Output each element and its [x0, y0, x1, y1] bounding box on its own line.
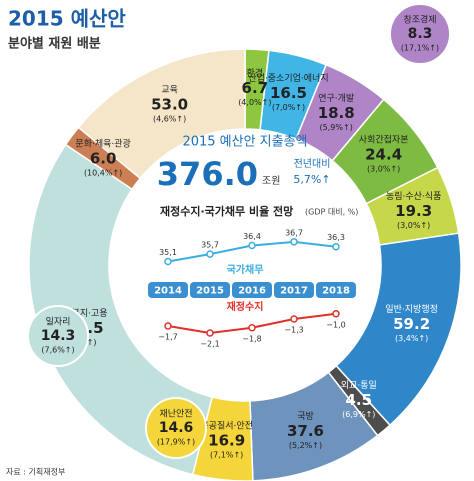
series-point: [206, 329, 214, 337]
series-point: [164, 322, 172, 330]
title: 2015 예산안: [8, 7, 126, 31]
series-point: [206, 250, 214, 258]
series-point: [164, 257, 172, 266]
segment-growth: (3,0%↑): [397, 221, 430, 230]
callout-growth: (7,6%↑): [41, 346, 74, 355]
data-label: −1,0: [326, 320, 345, 329]
segment-growth: (6,9%↑): [342, 410, 375, 419]
callout-growth: (17,1%↑): [401, 44, 439, 53]
data-label: 36,3: [327, 233, 345, 242]
callout-circle: [145, 397, 207, 459]
segment-growth: (7,0%↑): [272, 103, 305, 112]
callout-value: 8.3: [408, 26, 433, 42]
series-point: [290, 315, 298, 323]
source: 자료 : 기획재정부: [6, 467, 65, 477]
segment-value: 18.8: [318, 104, 355, 122]
center-unit: 조원: [262, 175, 280, 187]
data-label: −1,3: [284, 326, 303, 335]
segment-name: 공공질서·안전: [200, 420, 253, 432]
segment-value: 53.0: [151, 95, 188, 113]
segment-growth: (7,1%↑): [210, 451, 243, 460]
callout-growth: (17,9%↑): [157, 438, 195, 447]
segment-value: 4.5: [345, 391, 372, 409]
inner-title: 재정수지·국가채무 비율 전망: [160, 204, 293, 218]
segment-growth: (4,0%↑): [238, 98, 271, 107]
center-title: 2015 예산안 지출총액: [182, 135, 307, 150]
inner-chart: 재정수지·국가채무 비율 전망 (GDP 대비, %) 2014 2015 2016 20…: [148, 204, 358, 349]
segment-name: 농림·수산·식품: [386, 190, 441, 202]
data-label: −1,8: [242, 334, 261, 343]
segment-value: 59.2: [393, 315, 430, 333]
data-label: 35,1: [159, 248, 177, 257]
x-tick-label: 2015: [196, 286, 224, 297]
change-label: 5,7%↑: [293, 173, 330, 186]
inner-disc: [109, 129, 381, 401]
center-value: 376.0: [157, 155, 258, 193]
segment-name: 산업·중소기업·에너지: [248, 73, 328, 84]
year-band: [190, 282, 230, 298]
x-tick-label: 2018: [322, 286, 350, 297]
callout-circle: [389, 3, 451, 65]
data-label: 35,7: [201, 241, 219, 250]
callout-name: 일자리: [46, 317, 71, 328]
segment-growth: (3,0%↑): [367, 164, 400, 173]
segment-name: 보건·복지·고용: [52, 308, 107, 319]
x-tick-label: 2014: [154, 286, 182, 297]
segment-name: 문화·체육·관광: [75, 138, 130, 150]
segment-growth: (5,9%↑): [320, 123, 353, 132]
segment-growth: (5,2%↑): [289, 441, 322, 450]
segment-value: 19.3: [395, 202, 432, 220]
change-title: 전년대비: [294, 158, 331, 170]
year-band: [316, 282, 356, 298]
segment-name: 연구·개발: [318, 93, 354, 104]
segment-value: 6.0: [90, 150, 117, 168]
segment-value: 37.6: [287, 422, 324, 440]
series-point: [290, 238, 298, 246]
year-band: [274, 282, 314, 298]
series-point: [248, 241, 256, 250]
inner-note: (GDP 대비, %): [305, 208, 358, 217]
legend-label: 재정수지: [227, 300, 264, 313]
segment-value: 16.5: [270, 84, 307, 102]
callout-name: 창조경제: [403, 14, 436, 26]
series-point: [332, 242, 340, 251]
callout-value: 14.3: [41, 328, 76, 344]
segment-value: 6.7: [242, 79, 269, 97]
series-point: [248, 324, 256, 332]
segment-growth: (10,4%↑): [84, 169, 122, 178]
segment-name: 환경: [247, 67, 264, 79]
segment-growth: (3,4%↑): [395, 334, 428, 343]
callout-name: 재난안전: [159, 409, 192, 420]
segment-value: 16.9: [208, 432, 245, 450]
subtitle: 분야별 재원 배분: [8, 36, 101, 52]
data-label: −2,1: [200, 340, 219, 349]
series-point: [332, 310, 340, 318]
data-label: 36,7: [285, 228, 303, 237]
x-tick-label: 2017: [280, 286, 308, 297]
segment-labels: 환경6.7(4,0%↑)산업·중소기업·에너지16.5(7,0%↑)연구·개발1…: [52, 67, 441, 460]
segment-name: 사회간접자본: [359, 133, 409, 145]
x-tick-label: 2016: [238, 286, 266, 297]
segment-value: 24.4: [365, 145, 402, 163]
segment-name: 국방: [297, 411, 314, 422]
data-label: 36,4: [243, 232, 261, 241]
callout-circle: [27, 305, 89, 367]
segment-name: 교육: [161, 84, 178, 95]
data-label: −1,7: [158, 333, 177, 342]
segment-name: 외교·통일: [341, 379, 377, 391]
segment-name: 일반·지방행정: [385, 303, 438, 315]
legend-label: 국가채무: [227, 263, 264, 276]
callout-value: 14.6: [159, 420, 194, 436]
year-band: [232, 282, 272, 298]
segment-growth: (4,6%↑): [153, 114, 186, 123]
year-band: [148, 282, 188, 298]
